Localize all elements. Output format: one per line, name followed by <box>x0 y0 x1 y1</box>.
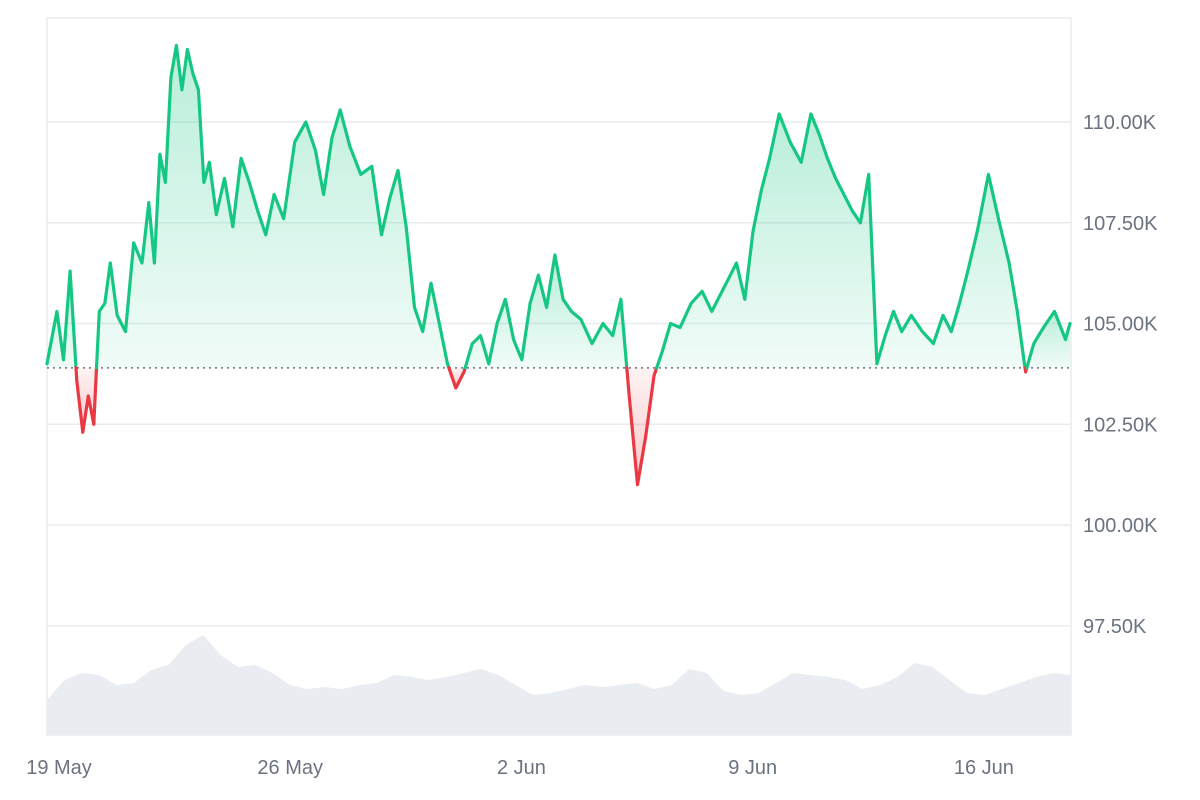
x-axis-tick-labels: 19 May 26 May 2 Jun 9 Jun 16 Jun <box>26 757 1014 779</box>
volume-area <box>47 635 1071 735</box>
y-tick-label: 97.50K <box>1083 616 1147 638</box>
x-tick-label: 26 May <box>257 757 323 779</box>
line-segment-above <box>45 269 78 370</box>
line-segment-below <box>625 366 659 487</box>
line-segment-above <box>1025 309 1072 370</box>
line-segment-below <box>447 366 467 390</box>
area-below-baseline <box>448 367 466 388</box>
y-tick-label: 105.00K <box>1083 314 1158 336</box>
area-below-baseline <box>626 367 657 485</box>
x-tick-label: 2 Jun <box>497 757 546 779</box>
volume-shape <box>47 635 1071 735</box>
x-tick-label: 16 Jun <box>954 757 1014 779</box>
x-tick-label: 9 Jun <box>728 757 777 779</box>
line-segment-below <box>74 366 99 434</box>
y-tick-label: 102.50K <box>1083 414 1158 436</box>
y-tick-label: 100.00K <box>1083 515 1158 537</box>
line-segment-above <box>94 43 451 370</box>
x-tick-label: 19 May <box>26 757 92 779</box>
line-segment-above <box>463 253 629 370</box>
y-tick-label: 110.00K <box>1083 112 1157 134</box>
y-tick-label: 107.50K <box>1083 213 1158 235</box>
y-axis-tick-labels: 97.50K 100.00K 102.50K 105.00K 107.50K 110.00… <box>1083 112 1158 638</box>
line-segment-above <box>655 112 1027 370</box>
area-above-baseline <box>656 113 1025 368</box>
area-above-baseline <box>465 255 627 368</box>
price-line <box>45 43 1072 487</box>
